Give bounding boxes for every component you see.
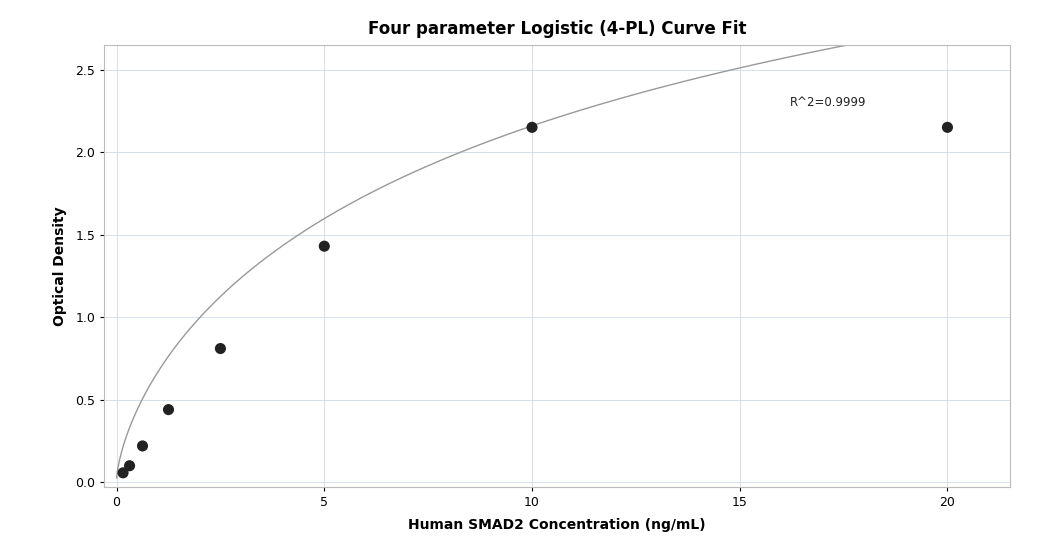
Text: R^2=0.9999: R^2=0.9999 [789, 96, 866, 109]
Point [939, 123, 956, 132]
Y-axis label: Optical Density: Optical Density [53, 206, 67, 326]
Point [134, 441, 151, 450]
Point [524, 123, 540, 132]
Point [121, 461, 137, 470]
Point [316, 242, 333, 251]
Point [160, 405, 177, 414]
X-axis label: Human SMAD2 Concentration (ng/mL): Human SMAD2 Concentration (ng/mL) [408, 517, 706, 531]
Point [115, 468, 131, 477]
Title: Four parameter Logistic (4-PL) Curve Fit: Four parameter Logistic (4-PL) Curve Fit [367, 20, 746, 38]
Point [212, 344, 229, 353]
